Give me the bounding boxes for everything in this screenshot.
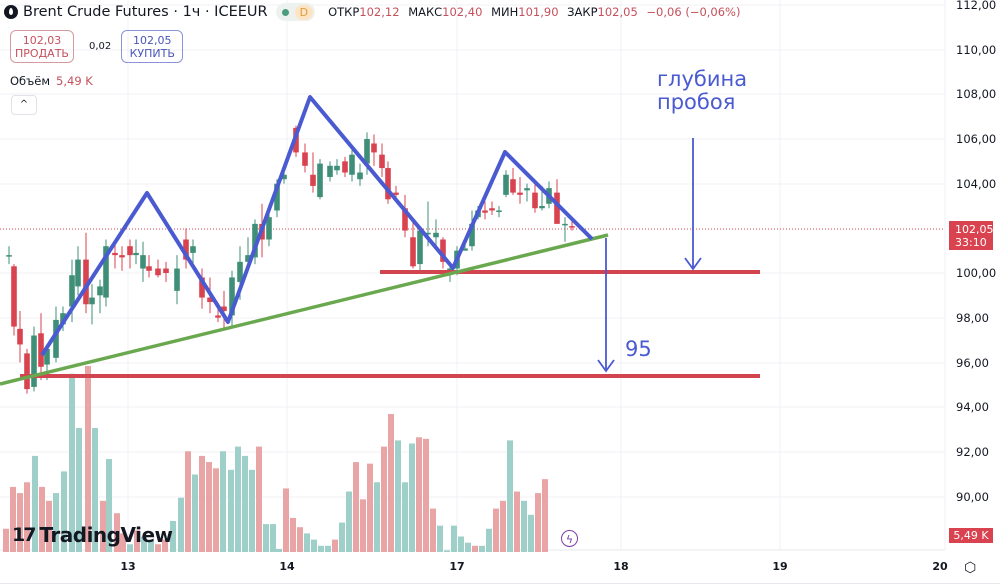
- high-value: 102,40: [442, 5, 483, 19]
- price-label: 100,00: [956, 266, 997, 280]
- head-shoulders-pattern: [40, 95, 594, 357]
- sell-label: ПРОДАТЬ: [15, 47, 69, 60]
- price-label: 98,00: [956, 311, 989, 325]
- time-label: 19: [772, 560, 788, 573]
- high-label: МАКС: [408, 5, 443, 19]
- current-price: 102,05: [955, 223, 994, 236]
- tv-mark-icon: 17: [12, 524, 36, 546]
- volume-bars: [3, 366, 548, 552]
- delayed-badge: D: [294, 4, 314, 20]
- spread-value: 0,02: [89, 41, 112, 52]
- lightning-icon[interactable]: ϟ: [561, 530, 578, 547]
- price-label: 110,00: [956, 43, 997, 57]
- low-value: 101,90: [518, 5, 559, 19]
- close-value: 102,05: [597, 5, 638, 19]
- buy-button[interactable]: 102,05 КУПИТЬ: [121, 30, 184, 63]
- change-value: −0,06 (−0,06%): [646, 5, 741, 19]
- price-label: 112,00: [956, 0, 997, 12]
- symbol-title[interactable]: Brent Crude Futures · 1ч · ICEEUR: [23, 4, 268, 20]
- candlesticks: [6, 125, 575, 394]
- price-label: 94,00: [956, 400, 989, 414]
- tv-wordmark: TradingView: [39, 523, 173, 547]
- status-badges[interactable]: D: [275, 3, 316, 21]
- brent-logo-icon: [4, 5, 18, 19]
- sell-button[interactable]: 102,03 ПРОДАТЬ: [10, 30, 74, 63]
- price-label: 92,00: [956, 445, 989, 459]
- time-label: 18: [613, 560, 629, 573]
- time-label: 17: [449, 560, 465, 573]
- open-value: 102,12: [359, 5, 400, 19]
- price-label: 108,00: [956, 87, 997, 101]
- symbol-legend: Brent Crude Futures · 1ч · ICEEUR D ОТКР…: [4, 3, 740, 21]
- price-label: 104,00: [956, 177, 997, 191]
- price-label: 96,00: [956, 356, 989, 370]
- volume-tag: 5,49 K: [949, 528, 993, 543]
- trade-panel: 102,03 ПРОДАТЬ 0,02 102,05 КУПИТЬ: [10, 30, 184, 63]
- depth-text-line1: глубина: [657, 67, 748, 91]
- target-annotation[interactable]: 95: [625, 337, 652, 361]
- price-label: 106,00: [956, 132, 997, 146]
- tradingview-logo: 17 TradingView: [12, 523, 173, 547]
- chevron-up-icon: ^: [19, 99, 29, 110]
- ohlc-values: ОТКР102,12 МАКС102,40 МИН101,90 ЗАКР102,…: [323, 5, 740, 19]
- volume-legend[interactable]: Объём 5,49 K: [10, 74, 93, 88]
- collapse-legend-button[interactable]: ^: [11, 95, 37, 115]
- bottom-divider: [0, 583, 1000, 584]
- time-label: 13: [120, 560, 136, 573]
- price-label: 90,00: [956, 490, 989, 504]
- current-price-tag: 102,05 33:10: [949, 221, 994, 250]
- buy-price: 102,05: [133, 34, 172, 47]
- volume-label: Объём: [10, 74, 51, 88]
- bar-countdown: 33:10: [955, 236, 987, 249]
- volume-value: 5,49 K: [56, 74, 93, 88]
- open-label: ОТКР: [328, 5, 360, 19]
- time-label: 14: [279, 560, 295, 573]
- time-label: 20: [932, 560, 948, 573]
- market-open-icon: [281, 8, 289, 16]
- buy-label: КУПИТЬ: [129, 47, 175, 60]
- depth-text-line2: пробоя: [657, 90, 736, 114]
- trend-line: [0, 233, 609, 386]
- depth-annotation[interactable]: глубина пробоя: [657, 68, 747, 114]
- settings-gear-icon[interactable]: ⬡: [964, 560, 977, 576]
- low-label: МИН: [491, 5, 519, 19]
- sell-price: 102,03: [22, 34, 62, 47]
- close-label: ЗАКР: [567, 5, 598, 19]
- price-axis[interactable]: 112,00 110,00 108,00 106,00 104,00 100,0…: [948, 0, 1000, 560]
